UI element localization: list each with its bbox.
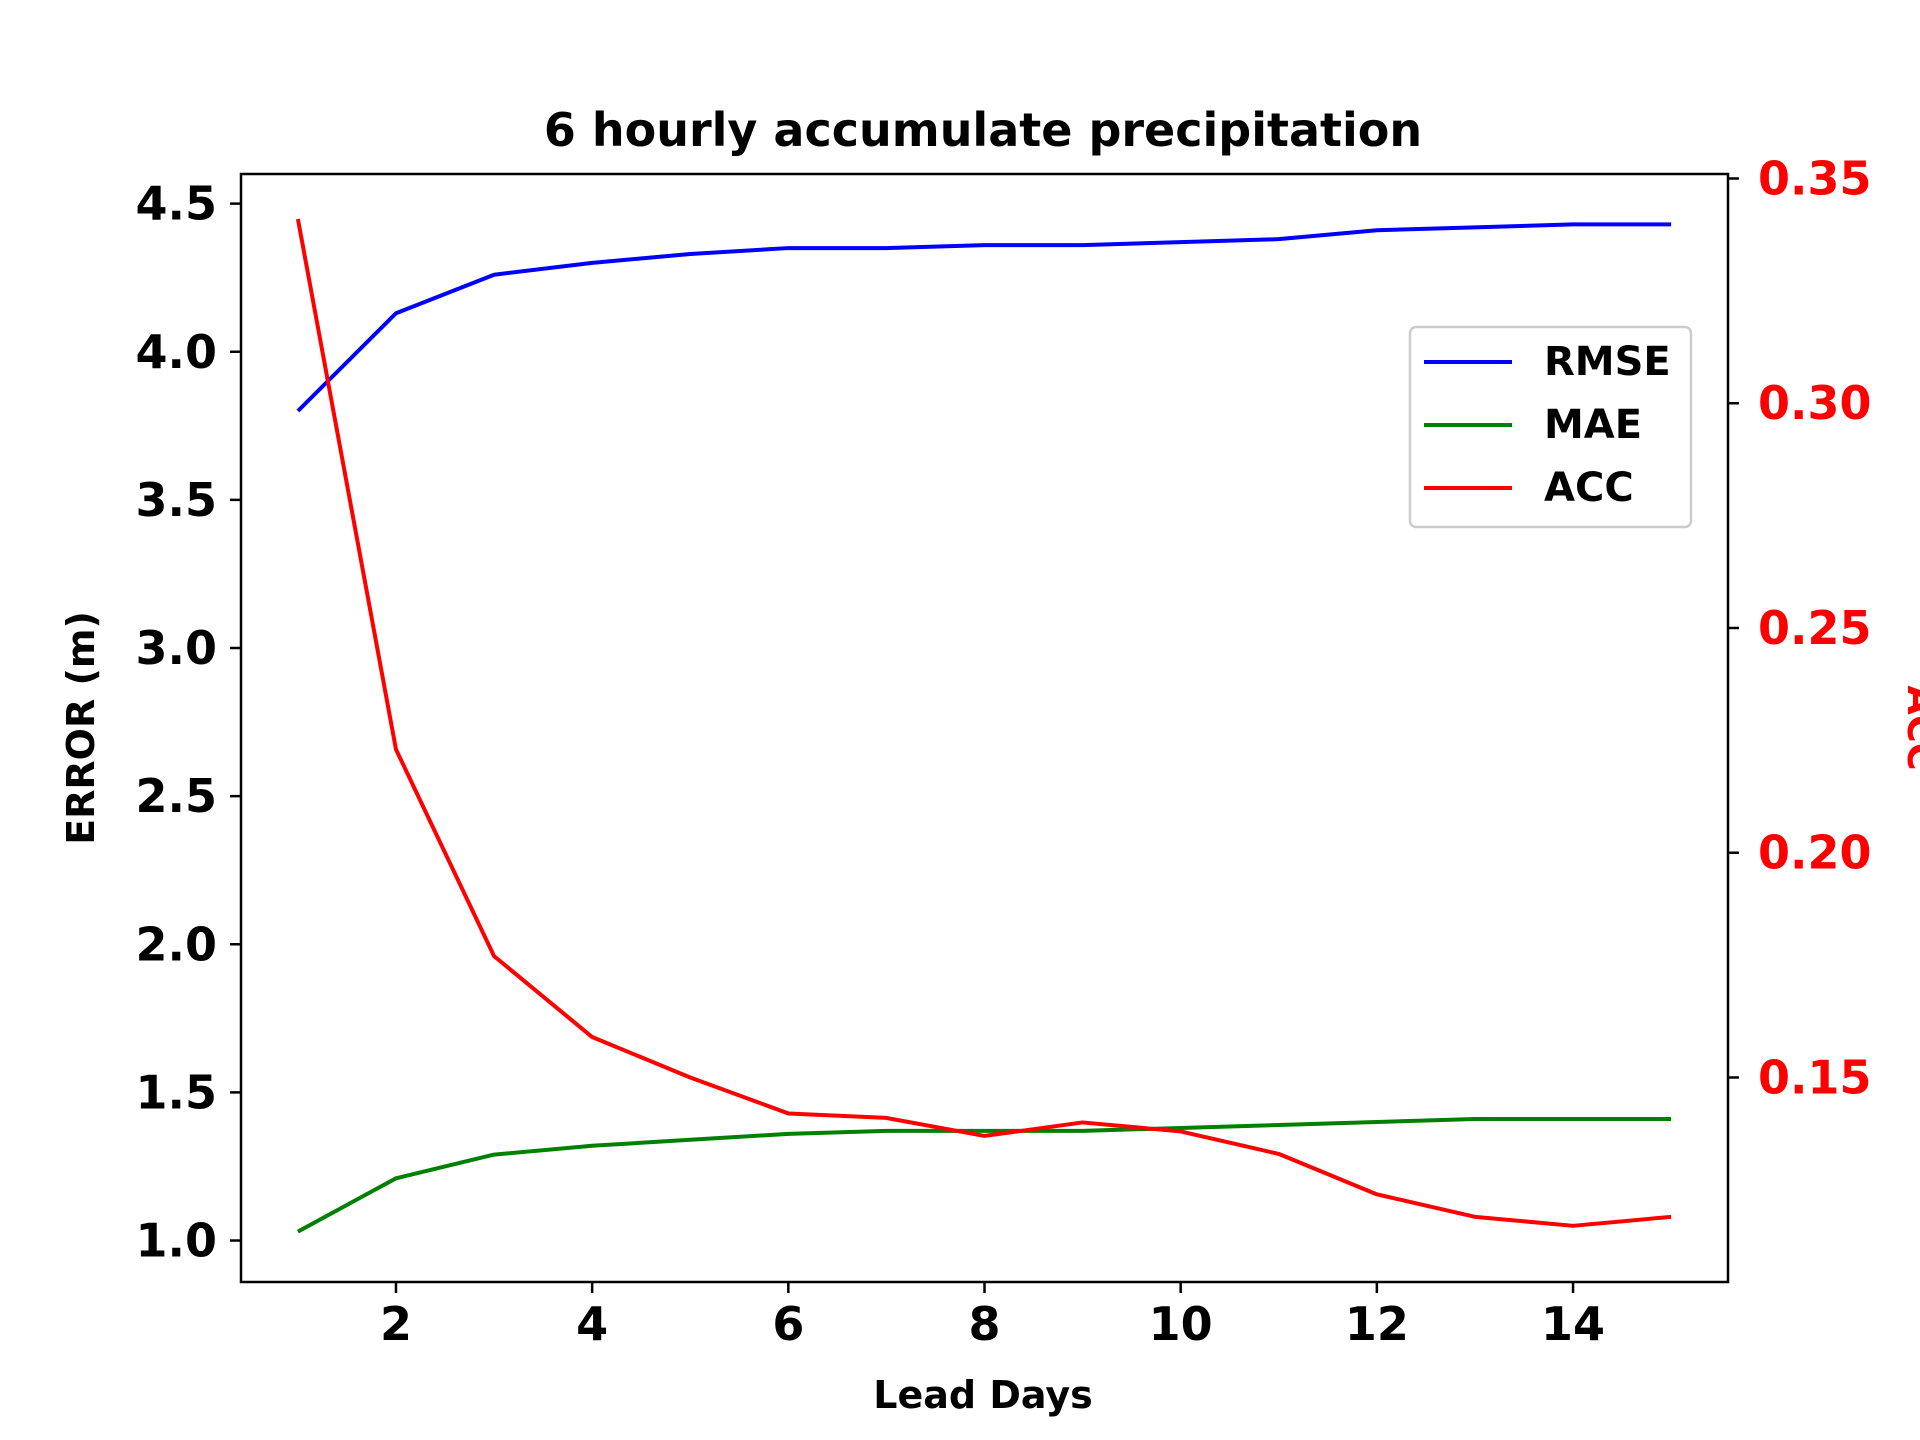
y-tick-label: 2.0 <box>136 917 218 971</box>
x-axis: 2 4 6 8 10 12 14 <box>380 1282 1605 1351</box>
legend-label-rmse: RMSE <box>1544 339 1671 385</box>
y-axis-label: ERROR (m) <box>59 611 103 845</box>
y-tick-label: 4.0 <box>136 325 218 379</box>
y-tick-label: 2.5 <box>136 769 218 823</box>
y-tick-label: 4.5 <box>136 177 218 231</box>
x-tick-label: 2 <box>380 1297 412 1351</box>
series-line-rmse <box>296 222 1672 413</box>
x-tick-label: 14 <box>1541 1297 1605 1351</box>
series-line-acc <box>295 218 1672 1228</box>
x-tick-label: 12 <box>1345 1297 1409 1351</box>
chart-title: 6 hourly accumulate precipitation <box>544 103 1422 157</box>
x-tick-label: 10 <box>1149 1297 1213 1351</box>
legend-label-acc: ACC <box>1544 465 1634 511</box>
right-y-axis: 0.15 0.20 0.25 0.30 0.35 <box>1728 151 1872 1104</box>
x-tick-label: 6 <box>772 1297 804 1351</box>
legend: RMSE MAE ACC <box>1408 325 1693 529</box>
y2-tick-label: 0.30 <box>1758 376 1872 430</box>
x-axis-label: Lead Days <box>873 1373 1092 1417</box>
y2-tick-label: 0.15 <box>1758 1050 1872 1104</box>
y2-tick-label: 0.20 <box>1758 826 1872 880</box>
legend-label-mae: MAE <box>1544 402 1642 448</box>
x-tick-label: 4 <box>576 1297 608 1351</box>
series-line-mae <box>296 1117 1672 1234</box>
y-tick-label: 1.0 <box>136 1214 218 1268</box>
y-tick-label: 3.0 <box>136 621 218 675</box>
y2-axis-label: ACC <box>1899 685 1920 770</box>
y2-tick-label: 0.35 <box>1758 151 1872 205</box>
x-tick-label: 8 <box>968 1297 1000 1351</box>
y2-tick-label: 0.25 <box>1758 601 1872 655</box>
y-tick-label: 1.5 <box>136 1065 218 1119</box>
y-tick-label: 3.5 <box>136 473 218 527</box>
series-lines <box>295 218 1672 1234</box>
legend-frame <box>1408 325 1693 529</box>
left-y-axis: 1.0 1.5 2.0 2.5 3.0 3.5 4.0 4.5 <box>136 177 241 1268</box>
